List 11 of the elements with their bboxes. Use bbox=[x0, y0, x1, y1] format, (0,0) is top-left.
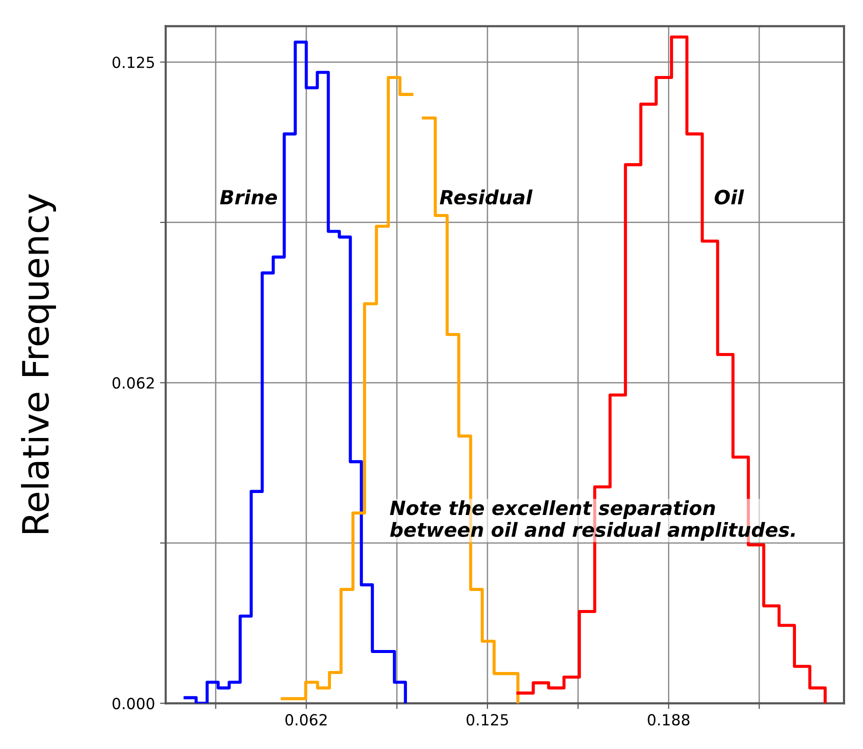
annotation: Note the excellent separation between oil and residual amplitudes. bbox=[390, 500, 795, 541]
x-tick-label: 0.125 bbox=[466, 714, 508, 726]
y-tick-label: 0.062 bbox=[112, 377, 154, 389]
y-tick-label: 0.000 bbox=[112, 698, 154, 710]
series-label: Brine bbox=[220, 189, 277, 205]
series-label: Residual bbox=[440, 189, 533, 205]
series-label: Oil bbox=[714, 189, 744, 205]
x-tick-label: 0.062 bbox=[285, 714, 327, 726]
y-tick-label: 0.125 bbox=[112, 56, 154, 68]
x-tick-label: 0.188 bbox=[648, 714, 690, 726]
y-axis-title: Relative Frequency bbox=[21, 194, 56, 534]
